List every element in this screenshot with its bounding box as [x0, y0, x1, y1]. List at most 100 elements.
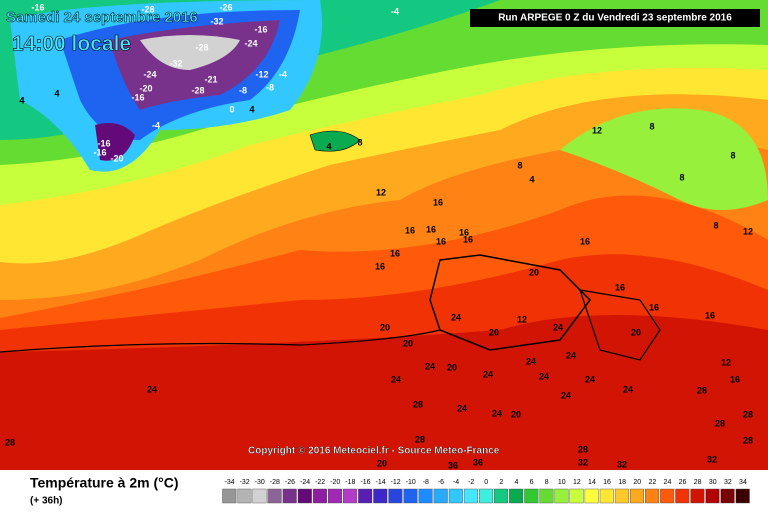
map-labels: -16 -28 -26 -4-32-16-28 -24-32-24 -4-12-21-84… — [5, 2, 753, 470]
scale-swatch — [267, 488, 282, 504]
temperature-label: 32 — [707, 454, 717, 464]
scale-swatch — [675, 488, 690, 504]
temperature-label: -8 — [266, 82, 274, 92]
temperature-label: 28 — [743, 409, 753, 419]
greenland — [95, 122, 135, 161]
scale-label: -4 — [453, 479, 459, 486]
scale-swatch — [479, 488, 494, 504]
scale-label: 16 — [603, 479, 611, 486]
temperature-label: -4 — [391, 6, 399, 16]
scale-label: -14 — [375, 479, 385, 486]
scale-label: -20 — [330, 479, 340, 486]
scale-label: -16 — [360, 479, 370, 486]
temperature-label: -28 — [195, 42, 208, 52]
temperature-label: -28 — [191, 85, 204, 95]
temperature-label: 32 — [578, 457, 588, 467]
temperature-label: 28 — [578, 444, 588, 454]
temperature-label: 20 — [403, 338, 413, 348]
scale-swatch — [282, 488, 297, 504]
scale-swatch — [524, 488, 539, 504]
temperature-label: 20 — [380, 322, 390, 332]
temperature-label: 28 — [715, 418, 725, 428]
temperature-label: 8 — [649, 121, 654, 131]
temperature-label: -32 — [169, 58, 182, 68]
coastline — [0, 329, 441, 353]
scale-label: 30 — [709, 479, 717, 486]
scale-label: -28 — [270, 479, 280, 486]
temperature-label: 36 — [448, 460, 458, 470]
temperature-label: 16 — [649, 302, 659, 312]
scale-label: -24 — [300, 479, 310, 486]
scale-label: -26 — [285, 479, 295, 486]
scale-swatch — [720, 488, 735, 504]
temperature-label: 24 — [566, 350, 576, 360]
temperature-label: 16 — [433, 197, 443, 207]
temperature-label: 36 — [473, 457, 483, 467]
legend-title: Température à 2m (°C) — [30, 475, 179, 491]
temperature-label: 20 — [447, 362, 457, 372]
scale-swatch — [463, 488, 478, 504]
greenland — [140, 35, 240, 70]
scale-swatch — [297, 488, 312, 504]
scale-label: 24 — [664, 479, 672, 486]
temperature-label: -4 — [279, 69, 287, 79]
temperature-label: 28 — [5, 437, 15, 447]
scale-label: 0 — [484, 479, 488, 486]
temperature-label: 16 — [375, 261, 385, 271]
temperature-label: 8 — [357, 137, 362, 147]
temperature-label: -12 — [255, 69, 268, 79]
scale-swatch — [614, 488, 629, 504]
scale-swatch — [569, 488, 584, 504]
scale-label: -32 — [240, 479, 250, 486]
temperature-label: 16 — [580, 236, 590, 246]
temperature-label: -26 — [219, 2, 232, 12]
scale-label: 28 — [694, 479, 702, 486]
scale-label: -12 — [391, 479, 401, 486]
temperature-label: 24 — [492, 408, 502, 418]
scale-label: -8 — [423, 479, 429, 486]
copyright: Copyright © 2016 Meteociel.fr - Source M… — [248, 446, 500, 457]
scale-swatch — [388, 488, 403, 504]
scale-swatch — [690, 488, 705, 504]
temperature-label: -16 — [93, 147, 106, 157]
temperature-label: 24 — [451, 312, 461, 322]
scale-label: 18 — [618, 479, 626, 486]
scale-swatch — [539, 488, 554, 504]
scale-swatch — [252, 488, 267, 504]
scale-label: 20 — [633, 479, 641, 486]
scale-label: 32 — [724, 479, 732, 486]
temperature-label: 24 — [147, 384, 157, 394]
scale-swatch — [433, 488, 448, 504]
scale-swatch — [599, 488, 614, 504]
legend-lead: (+ 36h) — [30, 496, 63, 507]
scale-swatch — [222, 488, 237, 504]
scale-label: 8 — [545, 479, 549, 486]
scale-swatch — [237, 488, 252, 504]
temperature-label: 8 — [679, 172, 684, 182]
temperature-label: -8 — [239, 85, 247, 95]
temperature-label: -20 — [110, 153, 123, 163]
temperature-label: 16 — [405, 225, 415, 235]
scale-label: -30 — [255, 479, 265, 486]
temperature-label: -16 — [97, 138, 110, 148]
temperature-label: 20 — [631, 327, 641, 337]
map — [0, 0, 768, 470]
temperature-label: 12 — [721, 357, 731, 367]
run-box — [470, 9, 760, 27]
scale-label: 6 — [530, 479, 534, 486]
temperature-label: 0 — [229, 104, 234, 114]
temperature-label: -32 — [210, 16, 223, 26]
scale-swatch — [584, 488, 599, 504]
scale-swatch — [509, 488, 524, 504]
temperature-label: 28 — [697, 385, 707, 395]
temperature-label: 28 — [743, 435, 753, 445]
temperature-label: 16 — [615, 282, 625, 292]
temperature-label: -24 — [143, 69, 156, 79]
border — [579, 289, 661, 361]
temperature-label: 16 — [463, 234, 473, 244]
temperature-label: 16 — [390, 248, 400, 258]
iceland — [309, 130, 361, 152]
temperature-label: 8 — [713, 220, 718, 230]
temperature-label: -16 — [31, 2, 44, 12]
temperature-label: 24 — [526, 356, 536, 366]
